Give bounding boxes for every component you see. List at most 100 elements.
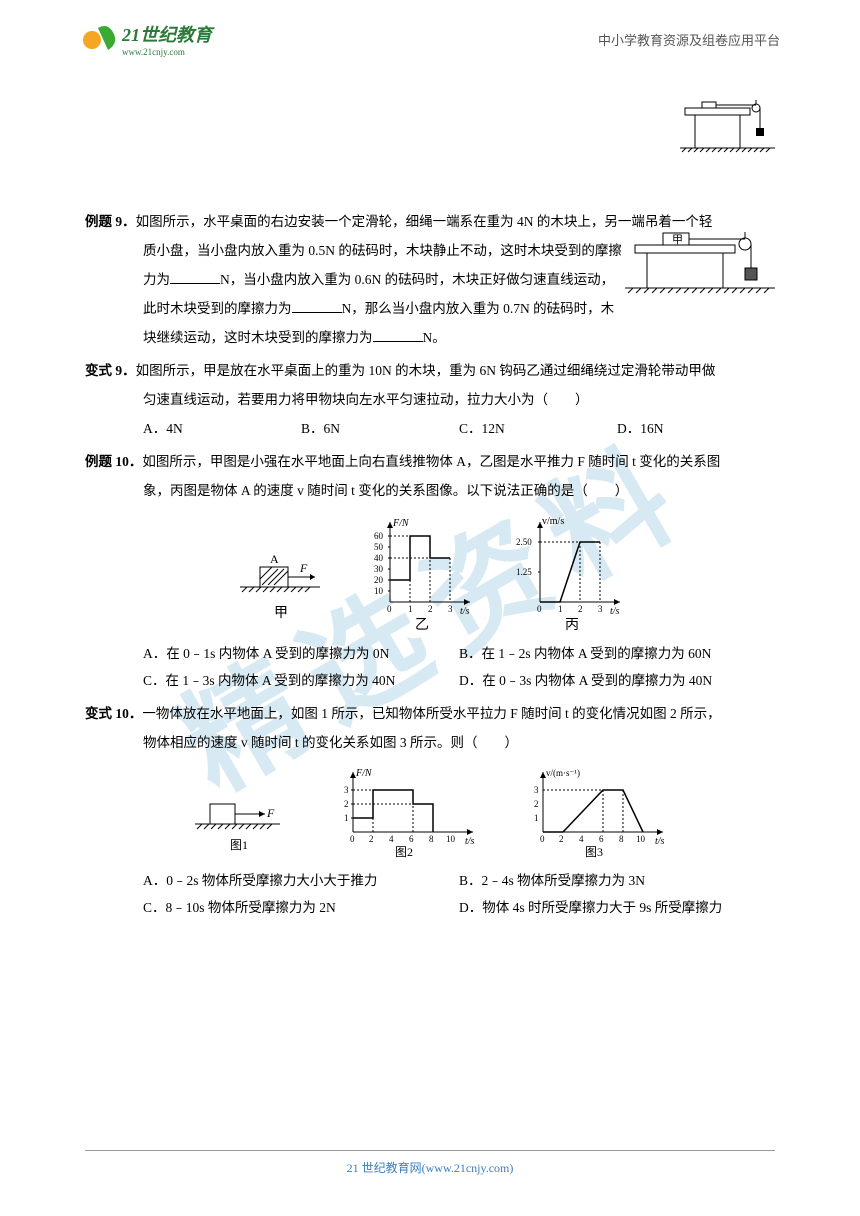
v10-optB[interactable]: B．2﹣4s 物体所受摩擦力为 3N: [459, 867, 775, 894]
chart-q10-yi: F/N t/s 10 20 30 40 50 60 0 1 2 3: [360, 512, 480, 632]
svg-text:1: 1: [344, 813, 349, 823]
svg-text:1: 1: [408, 604, 413, 614]
q10-figures: A F 甲 F/N t/s 10 20 30 40 50 60: [85, 512, 775, 632]
v9-optD[interactable]: D．16N: [617, 415, 775, 442]
page-footer: 21 世纪教育网(www.21cnjy.com): [85, 1150, 775, 1176]
q9-text3a: 力为: [143, 272, 170, 287]
svg-text:t/s: t/s: [465, 836, 475, 847]
v9-text2: 匀速直线运动，若要用力将甲物块向左水平匀速拉动，拉力大小为（ ）: [85, 386, 775, 413]
svg-text:F/N: F/N: [355, 768, 373, 779]
q9-text4b: N，那么当小盘内放入重为 0.7N 的砝码时，木: [342, 301, 615, 316]
svg-text:3: 3: [598, 604, 603, 614]
svg-text:2: 2: [369, 834, 374, 844]
q9-label: 例题 9．: [85, 214, 136, 229]
q10-label: 例题 10．: [85, 454, 142, 469]
chart-q10-bing: v/m/s t/s 1.25 2.50 0 1 2 3 丙: [510, 512, 630, 632]
svg-text:2: 2: [578, 604, 583, 614]
blank-1[interactable]: [170, 271, 220, 285]
svg-text:图3: 图3: [585, 845, 603, 859]
svg-text:4: 4: [389, 834, 394, 844]
v10-optD[interactable]: D．物体 4s 时所受摩擦力大于 9s 所受摩擦力: [459, 894, 775, 921]
q10-optD[interactable]: D．在 0﹣3s 内物体 A 受到的摩擦力为 40N: [459, 667, 775, 694]
svg-text:40: 40: [374, 553, 384, 563]
svg-text:0: 0: [537, 604, 542, 614]
svg-text:甲: 甲: [672, 234, 683, 246]
q9-text3b: N，当小盘内放入重为 0.6N 的砝码时，木块正好做匀速直线运动，: [220, 272, 614, 287]
v9-optB[interactable]: B．6N: [301, 415, 459, 442]
svg-text:0: 0: [387, 604, 392, 614]
svg-text:t/s: t/s: [610, 606, 620, 617]
svg-text:3: 3: [344, 785, 349, 795]
q9-text4a: 此时木块受到的摩擦力为: [143, 301, 292, 316]
q10-text2: 象，丙图是物体 A 的速度 v 随时间 t 变化的关系图像。以下说法正确的是（ …: [85, 477, 775, 504]
svg-text:60: 60: [374, 531, 384, 541]
svg-text:2: 2: [559, 834, 564, 844]
v10-text1: 一物体放在水平地面上，如图 1 所示，已知物体所受水平拉力 F 随时间 t 的变…: [142, 706, 720, 721]
svg-text:3: 3: [448, 604, 453, 614]
v10-text2: 物体相应的速度 v 随时间 t 的变化关系如图 3 所示。则（ ）: [85, 729, 775, 756]
svg-text:1: 1: [558, 604, 563, 614]
svg-text:甲: 甲: [274, 606, 288, 621]
svg-text:v/(m·s⁻¹): v/(m·s⁻¹): [546, 768, 580, 778]
svg-text:10: 10: [374, 586, 384, 596]
q9-text5a: 块继续运动，这时木块受到的摩擦力为: [143, 330, 373, 345]
svg-text:8: 8: [429, 834, 434, 844]
svg-text:6: 6: [599, 834, 604, 844]
svg-text:t/s: t/s: [655, 836, 665, 847]
svg-text:图1: 图1: [230, 838, 248, 852]
svg-text:20: 20: [374, 575, 384, 585]
figure-q9: 甲: [625, 228, 775, 298]
svg-text:1: 1: [534, 813, 539, 823]
v9-label: 变式 9．: [85, 363, 136, 378]
svg-text:4: 4: [579, 834, 584, 844]
figure-q10-jia: A F 甲: [230, 527, 330, 632]
q10-optC[interactable]: C．在 1﹣3s 内物体 A 受到的摩擦力为 40N: [143, 667, 459, 694]
svg-text:1.25: 1.25: [516, 567, 532, 577]
svg-text:A: A: [270, 552, 279, 566]
svg-text:30: 30: [374, 564, 384, 574]
q10-text1: 如图所示，甲图是小强在水平地面上向右直线推物体 A，乙图是水平推力 F 随时间 …: [142, 454, 720, 469]
svg-text:2: 2: [344, 799, 349, 809]
v10-figures: F 图1 F/N t/s 1 2 3 0 2 4 6 8: [85, 764, 775, 859]
figure-top-pulley: [680, 100, 775, 155]
q10-optB[interactable]: B．在 1﹣2s 内物体 A 受到的摩擦力为 60N: [459, 640, 775, 667]
svg-text:3: 3: [534, 785, 539, 795]
svg-text:2: 2: [534, 799, 539, 809]
chart-v10-2: F/N t/s 1 2 3 0 2 4 6 8 10 图2: [325, 764, 485, 859]
svg-text:2: 2: [428, 604, 433, 614]
svg-text:F: F: [299, 561, 308, 575]
svg-text:8: 8: [619, 834, 624, 844]
svg-text:0: 0: [540, 834, 545, 844]
logo: 21世纪教育 www.21cnjy.com: [80, 20, 212, 58]
q9-text5b: N。: [423, 330, 446, 345]
svg-text:图2: 图2: [395, 845, 413, 859]
blank-2[interactable]: [292, 300, 342, 314]
logo-url: www.21cnjy.com: [122, 47, 212, 57]
q10-optA[interactable]: A．在 0﹣1s 内物体 A 受到的摩擦力为 0N: [143, 640, 459, 667]
svg-text:丙: 丙: [565, 618, 579, 632]
v9-optC[interactable]: C．12N: [459, 415, 617, 442]
v9-optA[interactable]: A．4N: [143, 415, 301, 442]
header-subtitle: 中小学教育资源及组卷应用平台: [598, 30, 780, 49]
svg-text:0: 0: [350, 834, 355, 844]
v10-label: 变式 10．: [85, 706, 142, 721]
page-header: 21世纪教育 www.21cnjy.com 中小学教育资源及组卷应用平台: [0, 0, 860, 68]
svg-text:t/s: t/s: [460, 606, 470, 617]
logo-icon: [80, 20, 122, 58]
svg-text:10: 10: [636, 834, 646, 844]
v10-optA[interactable]: A．0﹣2s 物体所受摩擦力大小大于推力: [143, 867, 459, 894]
svg-text:50: 50: [374, 542, 384, 552]
chart-v10-3: v/(m·s⁻¹) t/s 1 2 3 0 2 4 6 8 10 图3: [515, 764, 675, 859]
blank-3[interactable]: [373, 329, 423, 343]
svg-text:10: 10: [446, 834, 456, 844]
svg-text:v/m/s: v/m/s: [542, 516, 564, 527]
svg-text:6: 6: [409, 834, 414, 844]
svg-text:F/N: F/N: [392, 518, 410, 529]
v10-optC[interactable]: C．8﹣10s 物体所受摩擦力为 2N: [143, 894, 459, 921]
v9-text1: 如图所示，甲是放在水平桌面上的重为 10N 的木块，重为 6N 钩码乙通过细绳绕…: [136, 363, 716, 378]
q9-text1: 如图所示，水平桌面的右边安装一个定滑轮，细绳一端系在重为 4N 的木块上，另一端…: [136, 214, 713, 229]
svg-text:2.50: 2.50: [516, 537, 532, 547]
svg-text:乙: 乙: [415, 617, 429, 632]
logo-text: 21世纪教育: [122, 25, 212, 45]
figure-v10-1: F 图1: [185, 769, 295, 859]
